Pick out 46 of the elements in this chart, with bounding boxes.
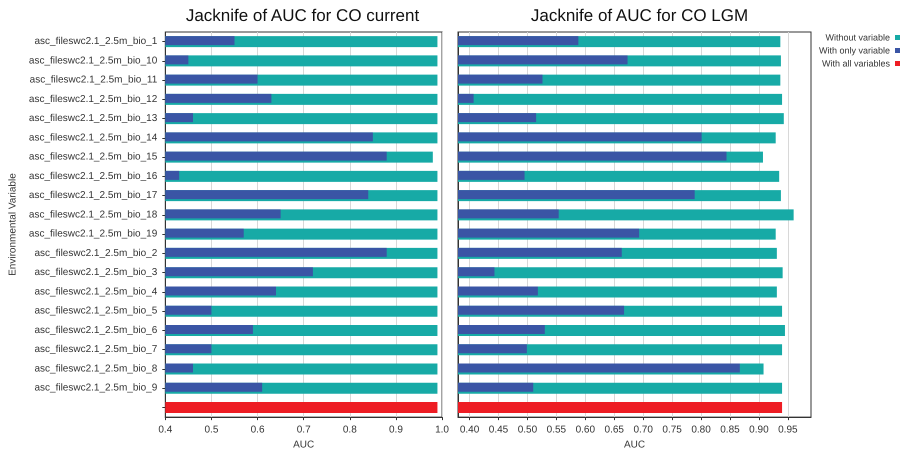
x-tick-label: 0.6 xyxy=(250,424,265,436)
y-tick-label: asc_fileswc2.1_2.5m_bio_9 xyxy=(34,382,158,394)
x-tick-label: 1.0 xyxy=(435,424,450,436)
y-tick-label: asc_fileswc2.1_2.5m_bio_19 xyxy=(28,228,158,240)
y-tick-label: asc_fileswc2.1_2.5m_bio_8 xyxy=(34,363,158,374)
legend-label: With only variable xyxy=(818,46,890,56)
y-tick-label: asc_fileswc2.1_2.5m_bio_5 xyxy=(34,306,158,317)
x-tick-label: 0.95 xyxy=(778,424,798,436)
y-tick-label: asc_fileswc2.1_2.5m_bio_7 xyxy=(34,344,158,356)
x-tick-label: 0.75 xyxy=(662,424,682,436)
y-tick-label: asc_fileswc2.1_2.5m_bio_1 xyxy=(34,36,158,48)
y-tick-label: asc_fileswc2.1_2.5m_bio_6 xyxy=(34,324,158,336)
x-tick-label: 0.65 xyxy=(604,424,624,436)
chart-title: Jacknife of AUC for CO LGM xyxy=(530,6,748,25)
x-axis-title: AUC xyxy=(293,440,314,450)
y-axis-title: Environmental Variable xyxy=(8,172,18,276)
legend-label: With all variables xyxy=(822,58,890,68)
x-tick-label: 0.60 xyxy=(576,424,596,436)
x-tick-label: 0.80 xyxy=(691,424,712,436)
x-tick-label: 0.4 xyxy=(158,424,173,436)
y-tick-label: asc_fileswc2.1_2.5m_bio_4 xyxy=(34,286,158,298)
x-tick-label: 0.5 xyxy=(204,424,219,436)
x-tick-label: 0.7 xyxy=(296,424,312,436)
x-tick-label: 0.55 xyxy=(546,424,567,436)
legend-label: Without variable xyxy=(825,32,890,42)
y-tick-label: asc_fileswc2.1_2.5m_bio_11 xyxy=(30,74,158,86)
x-tick-label: 0.50 xyxy=(518,424,538,436)
x-tick-label: 0.40 xyxy=(460,424,480,436)
y-tick-label: asc_fileswc2.1_2.5m_bio_12 xyxy=(28,94,158,105)
y-tick-label: asc_fileswc2.1_2.5m_bio_13 xyxy=(28,113,158,124)
y-tick-label: asc_fileswc2.1_2.5m_bio_18 xyxy=(28,209,158,220)
chart-title: Jacknife of AUC for CO current xyxy=(186,6,420,25)
y-tick-label: asc_fileswc2.1_2.5m_bio_10 xyxy=(28,55,158,66)
y-tick-label: asc_fileswc2.1_2.5m_bio_15 xyxy=(28,152,158,163)
x-tick-label: 0.90 xyxy=(749,424,770,436)
x-tick-label: 0.9 xyxy=(388,424,404,436)
y-tick-label: asc_fileswc2.1_2.5m_bio_2 xyxy=(34,248,158,259)
y-tick-label: asc_fileswc2.1_2.5m_bio_3 xyxy=(34,267,158,278)
x-tick-label: 0.45 xyxy=(488,424,509,436)
y-tick-label: asc_fileswc2.1_2.5m_bio_14 xyxy=(28,132,158,144)
y-tick-label: asc_fileswc2.1_2.5m_bio_16 xyxy=(28,170,158,182)
x-tick-label: 0.8 xyxy=(342,424,358,436)
x-tick-label: 0.85 xyxy=(720,424,740,436)
x-axis-title: AUC xyxy=(624,440,646,450)
x-tick-label: 0.70 xyxy=(633,424,654,436)
y-tick-label: asc_fileswc2.1_2.5m_bio_17 xyxy=(28,190,158,202)
